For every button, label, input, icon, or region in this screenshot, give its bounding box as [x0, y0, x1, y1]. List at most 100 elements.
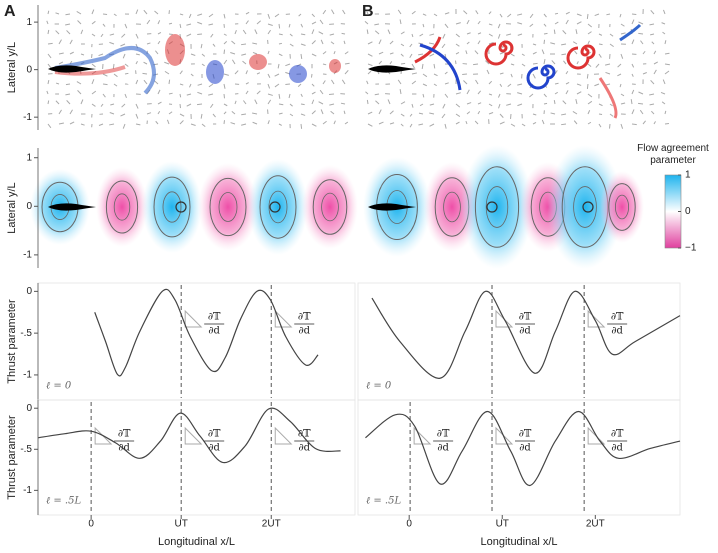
flow-arrow — [433, 73, 438, 77]
flow-arrow — [631, 39, 635, 45]
flow-arrow — [499, 83, 503, 87]
flow-arrow — [300, 103, 305, 106]
flow-arrow — [120, 113, 126, 117]
flow-arrow — [375, 100, 380, 105]
flow-arrow — [267, 99, 272, 105]
flow-arrow — [179, 113, 185, 117]
contour — [615, 194, 630, 220]
flow-arrow — [168, 79, 171, 85]
contour — [268, 190, 288, 224]
flow-arrow — [300, 33, 306, 36]
flow-arrow — [91, 103, 96, 107]
flow-arrow — [463, 10, 468, 15]
flow-arrow — [288, 23, 291, 28]
flow-arrow — [245, 11, 250, 15]
flow-arrow — [55, 100, 60, 105]
flow-arrow — [638, 91, 644, 95]
flow-arrow — [197, 83, 203, 86]
flow-arrow — [554, 70, 558, 75]
flow-arrow — [278, 123, 282, 126]
flow-arrow — [267, 73, 271, 78]
flow-arrow — [344, 51, 349, 55]
flow-arrow — [617, 73, 622, 77]
flow-arrow — [333, 120, 336, 125]
flow-arrow — [146, 112, 152, 115]
flow-arrow — [278, 93, 281, 99]
flow-arrow — [241, 53, 247, 56]
flow-arrow — [429, 112, 435, 115]
flow-arrow — [80, 53, 85, 56]
flow-arrow — [409, 53, 413, 59]
flow-arrow — [400, 31, 405, 35]
flow-arrow — [532, 73, 536, 79]
flow-arrow — [344, 121, 349, 125]
flow-arrow — [444, 123, 447, 129]
flow-arrow — [411, 103, 414, 108]
flow-arrow — [510, 63, 515, 66]
flow-arrow — [343, 110, 346, 115]
flow-arrow — [429, 42, 435, 45]
flow-arrow — [455, 22, 461, 25]
flow-arrow — [433, 83, 437, 87]
x-axis-label: Longitudinal x/L — [480, 536, 557, 548]
flow-arrow — [444, 71, 448, 75]
flow-arrow — [662, 31, 666, 35]
vortex — [165, 34, 185, 66]
contour — [608, 183, 636, 231]
flow-arrow — [234, 100, 237, 105]
flow-arrow — [91, 9, 95, 15]
flow-arrow — [411, 80, 417, 85]
flow-arrow — [112, 63, 115, 69]
flow-arrow — [418, 123, 424, 126]
flow-arrow — [620, 102, 626, 105]
flow-arrow — [135, 123, 141, 126]
flow-arrow — [389, 61, 393, 65]
flow-arrow — [389, 110, 394, 115]
flow-arrow — [631, 63, 635, 68]
flow-arrow — [488, 11, 492, 15]
flow-arrow — [422, 13, 427, 16]
flow-arrow — [311, 21, 317, 25]
flow-arrow — [47, 123, 52, 129]
flow-arrow — [422, 73, 428, 78]
flow-arrow — [142, 72, 148, 75]
flow-arrow — [289, 43, 294, 47]
flow-arrow — [143, 61, 148, 65]
flow-arrow — [617, 63, 622, 68]
contour — [218, 192, 238, 222]
flow-arrow — [562, 100, 567, 105]
flow-arrow — [598, 53, 602, 58]
flow-arrow — [642, 72, 647, 75]
flow-arrow — [609, 43, 614, 48]
fish — [48, 203, 96, 211]
flow-arrow — [507, 83, 512, 87]
contour — [321, 192, 339, 222]
flow-arrow — [664, 40, 667, 45]
flow-arrow — [619, 13, 622, 18]
flow-arrow — [529, 23, 534, 28]
fish — [48, 65, 96, 73]
flow-arrow — [124, 93, 127, 99]
flow-arrow — [58, 52, 64, 55]
flow-arrow — [364, 21, 369, 25]
flow-arrow — [551, 60, 556, 65]
flow-arrow — [497, 93, 501, 98]
vortex — [484, 40, 514, 66]
flow-arrow — [300, 113, 306, 116]
flow-arrow — [186, 103, 192, 107]
flow-arrow — [342, 9, 346, 15]
flow-arrow — [421, 63, 424, 69]
flow-arrow — [91, 20, 96, 25]
flow-arrow — [318, 31, 324, 35]
flow-arrow — [374, 30, 380, 35]
flow-arrow — [367, 111, 373, 115]
flow-arrow — [254, 99, 258, 105]
flow-arrow — [300, 93, 303, 97]
flow-arrow — [240, 43, 247, 46]
flow-arrow — [212, 113, 216, 118]
flow-arrow — [400, 113, 405, 117]
flow-arrow — [208, 13, 214, 18]
flow-arrow — [455, 43, 460, 47]
flow-arrow — [69, 121, 75, 125]
flow-arrow — [210, 103, 214, 109]
